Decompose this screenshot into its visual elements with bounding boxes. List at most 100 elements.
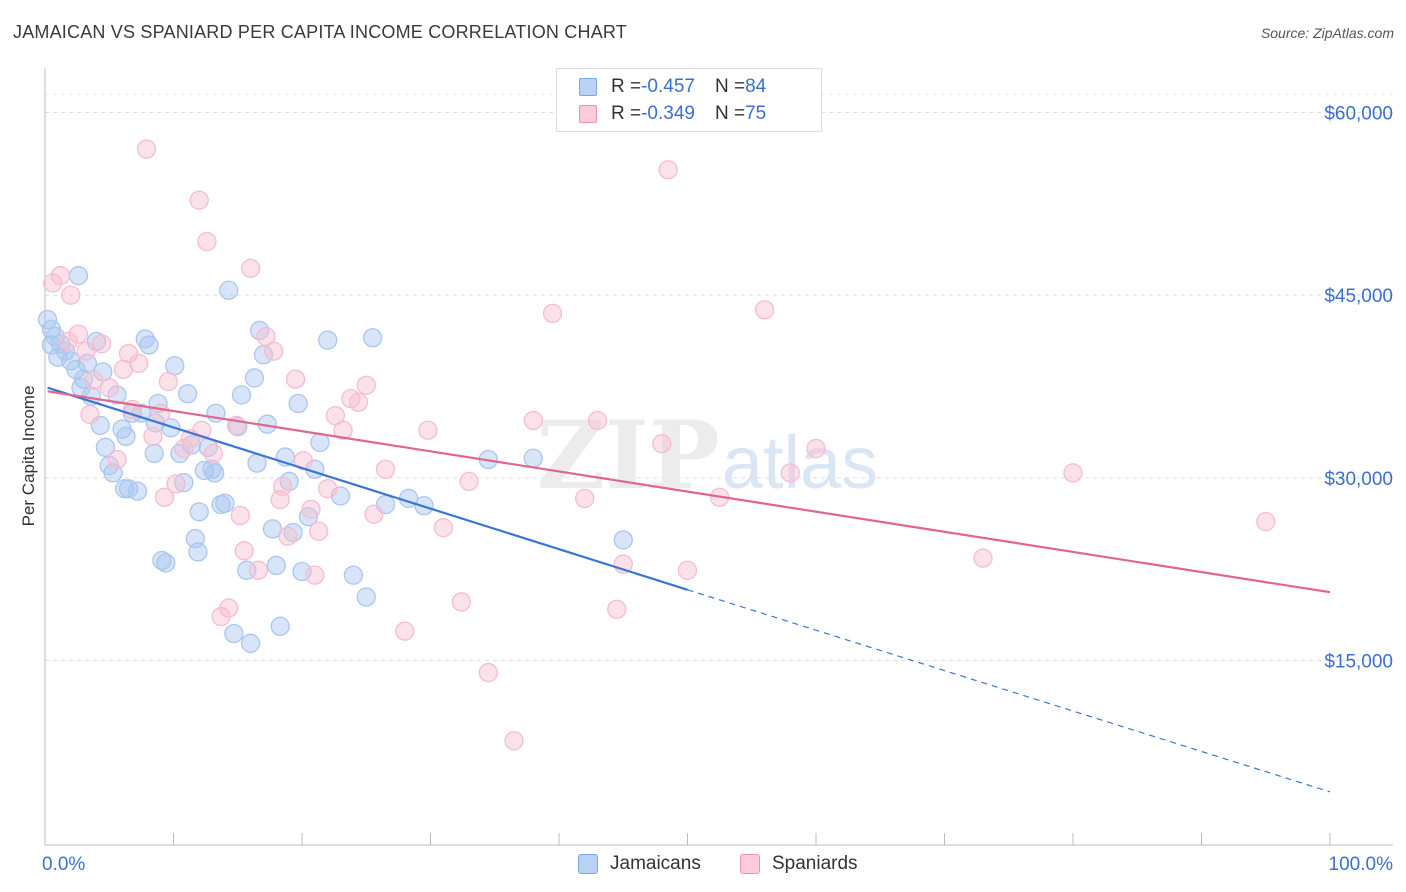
data-point-spaniards: [504, 731, 524, 751]
data-point-spaniards: [189, 190, 209, 210]
trend-line-jamaicans: [47, 386, 688, 591]
data-point-spaniards: [973, 548, 993, 568]
data-point-spaniards: [1063, 463, 1083, 483]
data-point-spaniards: [285, 369, 306, 389]
legend-n-label: N =: [714, 76, 746, 97]
data-point-jamaicans: [107, 385, 127, 405]
data-point-jamaicans: [156, 553, 176, 573]
data-point-spaniards: [1256, 511, 1276, 532]
data-point-spaniards: [273, 476, 293, 496]
data-point-spaniards: [91, 334, 112, 354]
data-point-spaniards: [264, 341, 284, 361]
data-point-spaniards: [197, 231, 217, 252]
data-point-jamaicans: [266, 555, 286, 576]
data-point-spaniards: [652, 434, 672, 454]
data-point-spaniards: [575, 488, 595, 509]
data-point-jamaicans: [219, 280, 239, 300]
y-tick-label: $45,000: [1324, 286, 1393, 307]
y-tick-label: $15,000: [1324, 651, 1393, 672]
data-point-jamaicans: [270, 616, 290, 636]
legend-r-value: -0.349: [641, 103, 695, 124]
data-point-spaniards: [523, 410, 543, 431]
data-point-spaniards: [143, 426, 163, 447]
data-point-jamaicans: [95, 437, 116, 457]
data-point-spaniards: [658, 160, 678, 180]
data-point-spaniards: [364, 504, 384, 524]
y-tick-label: $60,000: [1324, 104, 1393, 125]
data-point-jamaicans: [115, 479, 135, 499]
bottom-legend-swatch-spaniards: [740, 854, 760, 874]
data-point-jamaicans: [262, 519, 283, 539]
data-point-jamaicans: [363, 328, 383, 348]
data-point-jamaicans: [177, 384, 198, 404]
data-point-jamaicans: [244, 368, 265, 388]
data-point-jamaicans: [523, 448, 543, 468]
data-point-spaniards: [154, 487, 175, 507]
data-point-spaniards: [84, 370, 104, 391]
axes: [44, 68, 1393, 846]
data-point-jamaicans: [188, 542, 208, 562]
watermark-atlas: atlas: [722, 421, 878, 504]
data-point-spaniards: [58, 331, 78, 352]
data-point-spaniards: [107, 449, 127, 470]
data-point-spaniards: [129, 353, 149, 373]
data-point-spaniards: [174, 438, 194, 459]
data-point-jamaicans: [283, 522, 303, 543]
data-point-spaniards: [754, 300, 775, 320]
data-point-spaniards: [333, 420, 353, 440]
data-point-spaniards: [158, 371, 179, 392]
data-point-spaniards: [318, 479, 338, 499]
data-point-spaniards: [68, 324, 89, 344]
data-point-spaniards: [234, 541, 254, 561]
data-point-spaniards: [806, 438, 826, 459]
legend-row-jamaicans: R = -0.457 N = 84: [579, 74, 766, 100]
data-point-spaniards: [542, 303, 563, 324]
data-point-jamaicans: [343, 565, 364, 585]
data-point-jamaicans: [37, 309, 58, 330]
data-point-spaniards: [348, 392, 369, 412]
data-point-spaniards: [136, 139, 157, 159]
data-point-jamaicans: [86, 331, 107, 352]
legend-r-label: R =: [611, 103, 642, 124]
axis-labels: $15,000 $30,000 $45,000 $60,000 0.0% 100.0% Pe…: [19, 104, 1393, 875]
data-point-spaniards: [301, 499, 321, 520]
data-point-spaniards: [451, 592, 471, 612]
data-point-spaniards: [219, 598, 239, 618]
data-point-spaniards: [166, 474, 186, 494]
data-point-spaniards: [780, 463, 800, 483]
data-point-jamaicans: [116, 426, 136, 447]
x-tick-label: 100.0%: [1329, 854, 1394, 875]
data-point-jamaicans: [215, 493, 235, 513]
legend-r-value: -0.457: [641, 76, 695, 97]
data-point-spaniards: [677, 560, 698, 580]
data-point-spaniards: [240, 258, 261, 279]
data-point-spaniards: [305, 565, 325, 585]
trend-line-extension-jamaicans: [687, 589, 1331, 793]
data-point-jamaicans: [224, 623, 244, 644]
data-point-jamaicans: [356, 587, 376, 607]
legend-n-label: N =: [714, 103, 746, 124]
data-point-spaniards: [433, 518, 454, 538]
source-credit: Source: ZipAtlas.com: [1260, 25, 1394, 41]
y-tick-label: $30,000: [1324, 469, 1393, 490]
data-point-spaniards: [99, 378, 119, 398]
bottom-legend-label-jamaicans: Jamaicans: [610, 853, 701, 874]
bottom-legend-swatch-jamaicans: [578, 854, 598, 874]
data-point-jamaicans: [144, 443, 164, 464]
data-point-spaniards: [293, 451, 313, 471]
legend-r-label: R =: [611, 76, 642, 97]
bottom-legend-label-spaniards: Spaniards: [772, 853, 858, 874]
data-point-spaniards: [459, 471, 479, 492]
bottom-legend-jamaicans: Jamaicans: [578, 852, 701, 876]
data-point-spaniards: [356, 375, 376, 395]
data-point-spaniards: [80, 404, 100, 425]
data-point-spaniards: [607, 599, 627, 619]
legend-n-value: 84: [745, 76, 767, 97]
watermark-zip: ZIP: [536, 401, 719, 511]
legend-n-value: 75: [745, 103, 767, 124]
data-point-jamaicans: [310, 432, 330, 453]
y-axis-title: Per Capita Income: [19, 386, 38, 527]
data-point-spaniards: [418, 420, 438, 440]
data-point-spaniards: [478, 662, 498, 683]
